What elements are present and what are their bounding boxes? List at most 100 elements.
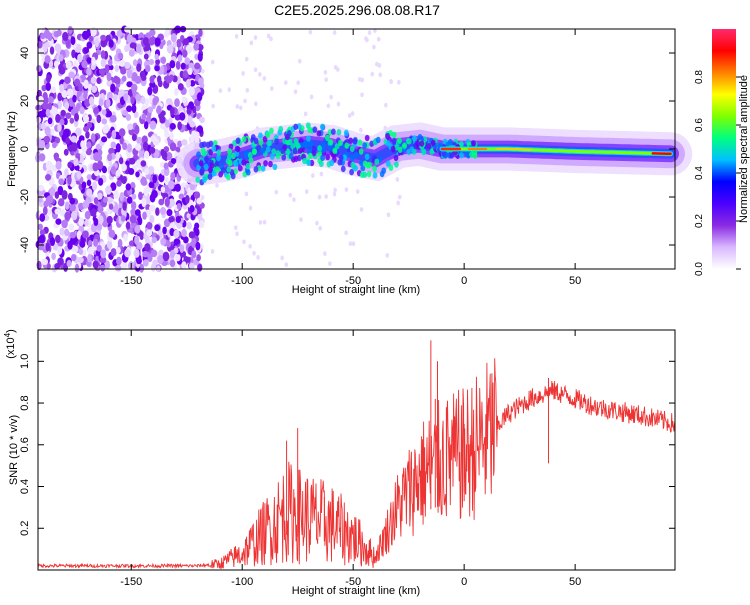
spectrogram-noise-cell	[67, 88, 73, 96]
spectrogram-noise-cell	[107, 216, 113, 224]
spectrogram-signal-cell	[321, 142, 326, 148]
colorbar-label: Normalized spectral amplitude	[738, 75, 750, 223]
spectrogram-noise-cell	[184, 57, 190, 65]
spectrogram-noise-cell	[154, 224, 160, 231]
spectrogram-noise-cell	[83, 80, 88, 89]
spectrogram-noise-cell	[83, 91, 88, 100]
spectrogram-noise-cell	[161, 186, 165, 193]
spectrogram-noise-cell	[64, 149, 69, 156]
spectrogram-noise-cell	[129, 158, 136, 165]
spectrogram-noise-cell	[86, 68, 92, 76]
spectrogram-noise-cell	[174, 98, 180, 107]
snr-y-tick-label: 0.8	[19, 395, 31, 410]
spectrogram-noise-cell	[138, 192, 143, 201]
spectrogram-noise-cell	[144, 121, 148, 129]
spectrogram-noise-cell	[299, 217, 303, 222]
spectrogram-noise-cell	[62, 32, 68, 41]
spectrogram-signal-cell	[349, 169, 354, 175]
spectrogram-noise-cell	[185, 195, 190, 204]
spectrogram-signal-cell	[392, 132, 397, 138]
snr-y-tick-label: 0.2	[19, 521, 31, 536]
spectrogram-noise-cell	[368, 30, 372, 35]
spectrogram-signal-cell	[303, 141, 308, 147]
spectrogram-signal-cell	[200, 167, 205, 173]
spectrogram-noise-cell	[61, 90, 67, 98]
spectrogram-noise-cell	[324, 194, 328, 199]
spectrogram-noise-cell	[183, 236, 189, 243]
spectrogram-noise-cell	[154, 54, 158, 60]
spectrogram-noise-cell	[99, 68, 105, 74]
spectrogram-noise-cell	[105, 185, 112, 194]
spectrogram-noise-cell	[103, 126, 109, 134]
spectrogram-noise-cell	[36, 117, 41, 124]
spectrogram-noise-cell	[182, 96, 187, 103]
spectrogram-noise-cell	[377, 37, 381, 42]
spectrogram-noise-cell	[234, 225, 238, 230]
spectrogram-noise-cell	[396, 201, 400, 206]
spectrogram-noise-cell	[45, 127, 51, 136]
spectrogram-signal-cell	[306, 135, 311, 141]
spectrogram-signal-cell	[202, 177, 207, 183]
spectrogram-noise-cell	[384, 103, 388, 108]
spectrogram-noise-cell	[387, 212, 391, 217]
spectrogram-noise-cell	[126, 183, 131, 190]
spectrogram-noise-cell	[69, 198, 75, 205]
spectrogram-signal-cell	[248, 152, 253, 158]
spectrogram-signal-cell	[362, 171, 367, 177]
spectrogram-y-tick-label: 40	[19, 47, 31, 59]
spectrogram-signal-cell	[464, 151, 469, 157]
spectrogram-noise-cell	[270, 86, 274, 91]
spectrogram-noise-cell	[71, 211, 77, 220]
snr-y-tick-label: 1.0	[19, 354, 31, 369]
spectrogram-noise-cell	[323, 251, 327, 256]
spectrogram-noise-cell	[219, 88, 223, 93]
spectrogram-noise-cell	[115, 77, 120, 85]
spectrogram-noise-cell	[98, 205, 103, 213]
spectrogram-signal-cell	[254, 138, 259, 144]
spectrogram-noise-cell	[174, 238, 181, 244]
spectrogram-signal-cell	[228, 160, 233, 166]
spectrogram-noise-cell	[106, 99, 111, 108]
spectrogram-noise-cell	[263, 220, 267, 225]
spectrogram-signal-cell	[312, 147, 317, 153]
spectrogram-noise-cell	[188, 68, 193, 76]
spectrogram-signal-cell	[394, 155, 399, 161]
spectrogram-noise-cell	[46, 74, 51, 83]
spectrogram-noise-cell	[87, 174, 92, 180]
spectrogram-noise-cell	[97, 161, 103, 170]
spectrogram-noise-cell	[171, 33, 177, 42]
spectrogram-noise-cell	[93, 261, 99, 269]
spectrogram-signal-cell	[407, 138, 412, 144]
spectrogram-noise-cell	[164, 162, 169, 169]
spectrogram-signal-cell	[338, 140, 343, 146]
spectrogram-noise-cell	[123, 233, 128, 241]
spectrogram-noise-cell	[77, 54, 82, 63]
spectrogram-signal-cell	[449, 152, 454, 158]
spectrogram-noise-cell	[91, 133, 96, 142]
spectrogram-signal-cell	[386, 140, 391, 146]
spectrogram-noise-cell	[177, 203, 181, 210]
spectrogram-noise-cell	[141, 75, 147, 81]
spectrogram-noise-cell	[243, 99, 247, 104]
spectrogram-signal-cell	[259, 139, 264, 145]
spectrogram-signal-cell	[422, 149, 427, 155]
spectrogram-noise-cell	[116, 143, 121, 152]
spectrogram-noise-cell	[89, 96, 94, 105]
spectrogram-noise-cell	[245, 192, 249, 197]
spectrogram-signal-cell	[337, 129, 342, 135]
spectrogram-signal-cell	[325, 154, 330, 160]
spectrogram-core	[497, 149, 530, 150]
spectrogram-noise-cell	[83, 201, 89, 209]
spectrogram-signal-cell	[344, 130, 349, 136]
spectrogram-noise-cell	[334, 65, 338, 70]
spectrogram-noise-cell	[133, 59, 137, 66]
spectrogram-noise-cell	[344, 230, 348, 235]
spectrogram-noise-cell	[248, 244, 252, 249]
spectrogram-noise-cell	[45, 174, 51, 181]
spectrogram-noise-cell	[95, 38, 99, 47]
spectrogram-noise-cell	[74, 113, 79, 122]
spectrogram-noise-cell	[122, 142, 127, 150]
spectrogram-noise-cell	[254, 35, 258, 40]
spectrogram-signal-cell	[289, 153, 294, 159]
